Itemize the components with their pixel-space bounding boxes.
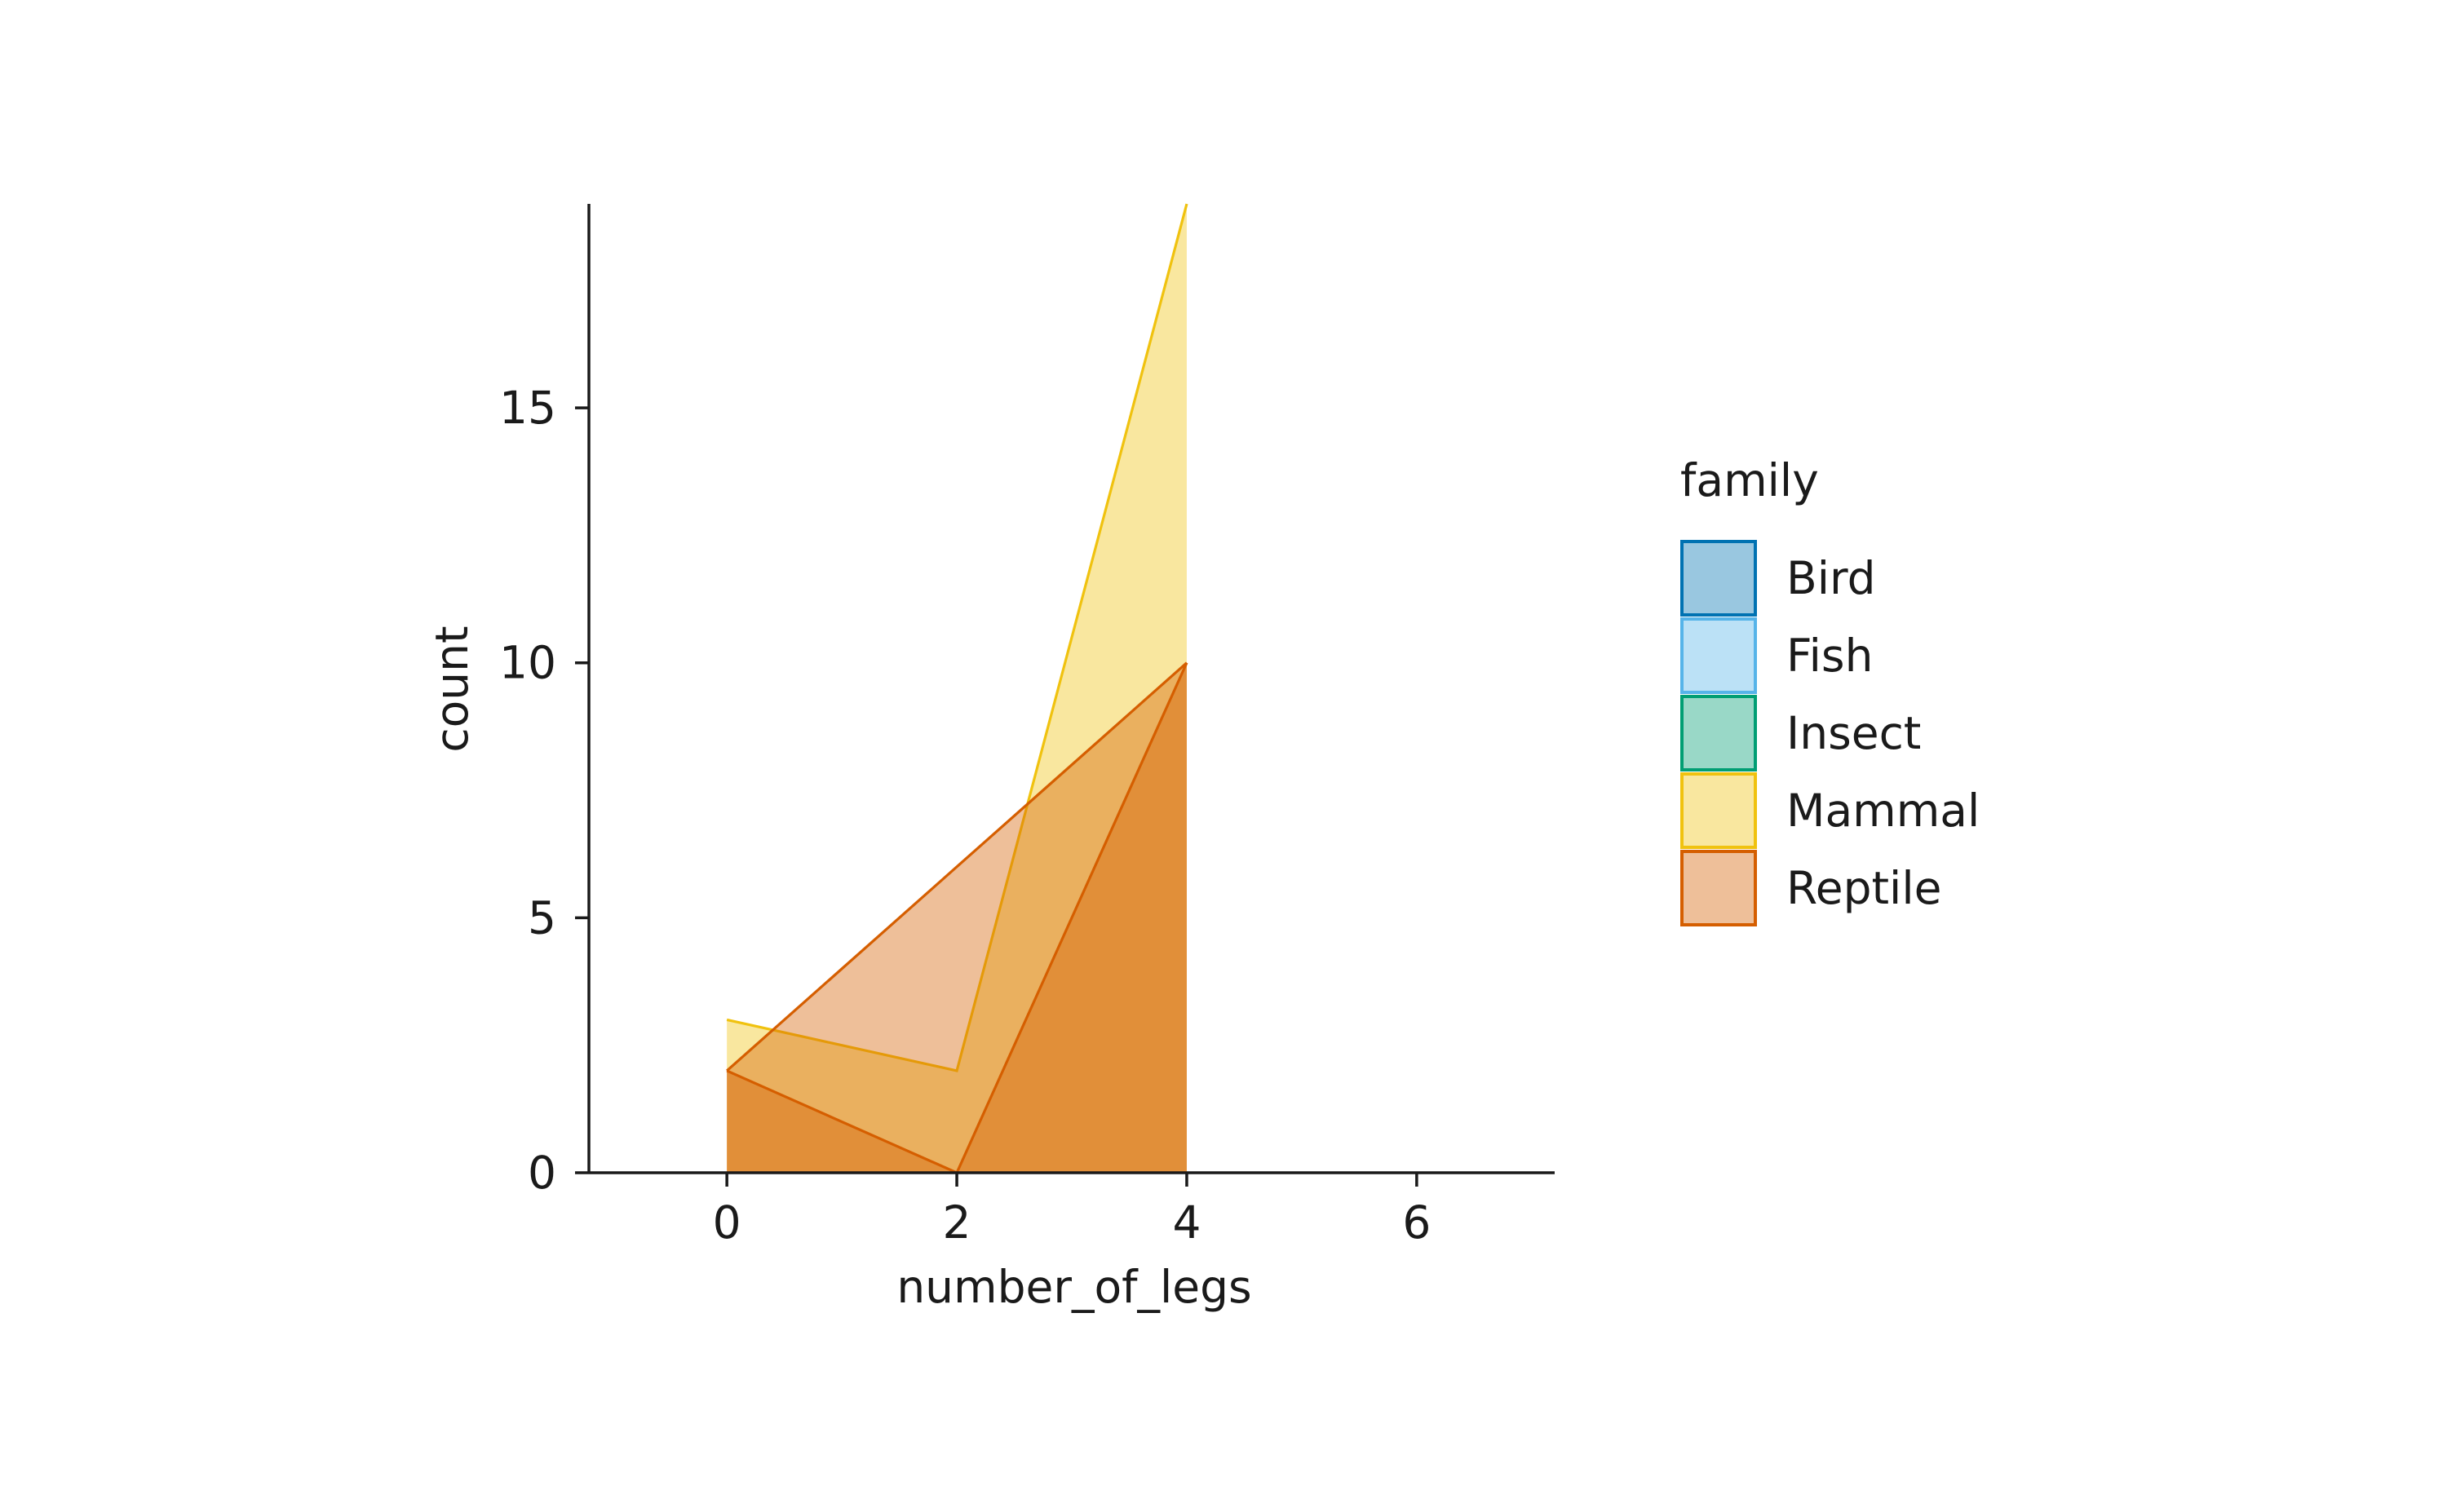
- line-mammal-3: [726, 203, 1188, 1072]
- legend-label-mammal: Mammal: [1786, 785, 1980, 837]
- y-axis-label: count: [426, 626, 478, 752]
- legend: family Bird Fish Insect Mammal Reptile: [1680, 454, 1980, 926]
- legend-swatch-bird: [1680, 540, 1757, 617]
- legend-title: family: [1680, 454, 1819, 506]
- area-reptile-5: [727, 662, 1187, 1173]
- legend-swatch-insect: [1680, 695, 1757, 771]
- y-tick-label: 5: [528, 891, 556, 944]
- line-reptile-5: [726, 661, 1188, 1072]
- legend-swatch-reptile: [1680, 850, 1757, 926]
- x-axis-label: number_of_legs: [896, 1261, 1251, 1313]
- y-tick-label: 15: [499, 382, 556, 434]
- area-layer: [726, 203, 1188, 1175]
- x-ticks: 0 2 4 6: [713, 1173, 1431, 1249]
- legend-swatch-fish: [1680, 617, 1757, 694]
- y-tick-label: 0: [528, 1147, 556, 1199]
- legend-label-reptile: Reptile: [1786, 862, 1941, 914]
- legend-label-insect: Insect: [1786, 707, 1921, 759]
- y-tick-label: 10: [499, 637, 556, 689]
- area-reptile-4: [727, 662, 1187, 1173]
- legend-entries: Bird Fish Insect Mammal Reptile: [1680, 540, 1980, 926]
- legend-label-bird: Bird: [1786, 552, 1876, 604]
- x-tick-label: 4: [1172, 1196, 1201, 1249]
- y-ticks: 0 5 10 15: [499, 382, 589, 1199]
- area-mammal-3: [727, 204, 1187, 1173]
- legend-label-fish: Fish: [1786, 630, 1873, 682]
- x-tick-label: 2: [943, 1196, 971, 1249]
- x-tick-label: 6: [1402, 1196, 1431, 1249]
- legend-swatch-mammal: [1680, 772, 1757, 849]
- axes: [587, 204, 1555, 1174]
- x-tick-label: 0: [713, 1196, 741, 1249]
